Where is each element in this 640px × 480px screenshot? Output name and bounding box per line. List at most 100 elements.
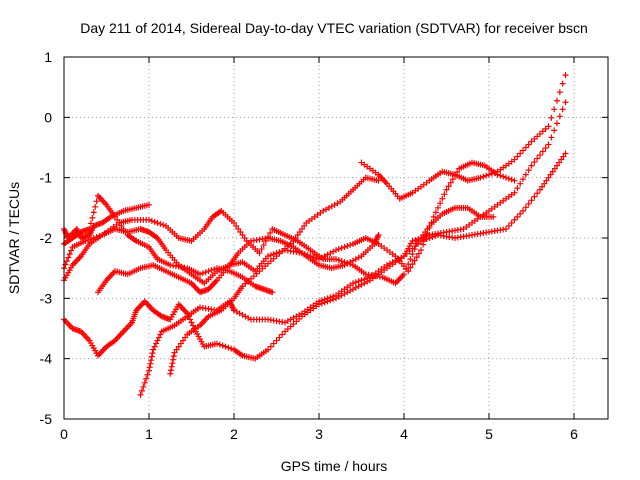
data-point-marker	[435, 204, 441, 211]
data-point-marker	[260, 242, 267, 249]
data-point-marker	[175, 343, 182, 350]
y-tick-label: -4	[40, 351, 53, 367]
data-point-marker	[149, 350, 156, 357]
data-point-marker	[562, 72, 569, 79]
data-point-marker	[517, 150, 524, 157]
data-point-marker	[235, 225, 242, 232]
data-point-marker	[318, 297, 325, 304]
data-point-marker	[441, 191, 448, 198]
y-tick-label: -3	[40, 290, 53, 306]
data-point-marker	[447, 179, 454, 186]
data-point-marker	[148, 357, 155, 364]
x-tick-label: 6	[570, 426, 578, 442]
series-1	[61, 150, 569, 362]
data-point-marker	[225, 344, 232, 351]
data-point-marker	[267, 252, 274, 259]
data-point-marker	[62, 261, 69, 268]
data-point-marker	[182, 334, 189, 341]
data-point-marker	[528, 162, 535, 169]
data-point-marker	[505, 222, 512, 229]
data-point-marker	[324, 295, 331, 302]
data-point-marker	[534, 190, 541, 197]
data-point-marker	[265, 253, 271, 260]
data-point-marker	[170, 356, 177, 363]
data-point-marker	[531, 159, 538, 166]
data-point-marker	[477, 174, 484, 181]
data-point-marker	[118, 222, 125, 229]
data-point-marker	[219, 342, 226, 349]
data-point-marker	[534, 155, 541, 162]
data-point-marker	[531, 193, 538, 200]
data-point-marker	[547, 171, 554, 178]
data-point-marker	[541, 180, 548, 187]
data-point-marker	[169, 360, 176, 367]
data-point-marker	[520, 176, 526, 183]
data-point-marker	[545, 141, 552, 148]
data-point-marker	[148, 217, 155, 224]
data-point-marker	[500, 173, 507, 180]
data-point-marker	[150, 346, 157, 353]
data-point-marker	[146, 201, 152, 208]
data-point-marker	[173, 346, 180, 353]
data-point-marker	[558, 156, 565, 163]
data-point-marker	[422, 236, 429, 243]
data-point-marker	[554, 120, 560, 127]
y-tick-label: -5	[40, 411, 53, 427]
data-point-marker	[256, 250, 263, 257]
data-point-marker	[430, 213, 437, 220]
data-point-marker	[490, 213, 497, 220]
data-point-marker	[301, 222, 308, 229]
data-point-marker	[449, 176, 456, 183]
data-point-marker	[170, 353, 177, 360]
x-tick-label: 4	[400, 426, 408, 442]
data-point-marker	[514, 185, 521, 192]
series-7	[95, 231, 382, 296]
data-point-marker	[554, 162, 560, 169]
data-point-marker	[222, 343, 229, 350]
data-point-marker	[554, 97, 560, 104]
data-point-marker	[503, 174, 509, 181]
data-points	[61, 72, 569, 398]
data-point-marker	[420, 231, 427, 238]
data-point-marker	[335, 246, 342, 253]
data-point-marker	[177, 340, 184, 347]
data-point-marker	[146, 364, 153, 371]
data-point-marker	[432, 209, 439, 216]
series-2	[137, 99, 569, 398]
data-point-marker	[413, 254, 420, 261]
data-point-marker	[562, 99, 569, 106]
data-point-marker	[422, 228, 429, 235]
data-point-marker	[338, 258, 345, 265]
series-6	[61, 204, 497, 287]
data-point-marker	[409, 238, 416, 245]
data-point-marker	[514, 213, 521, 220]
data-point-marker	[180, 337, 186, 344]
data-point-marker	[138, 387, 145, 394]
data-point-marker	[508, 219, 515, 226]
data-point-marker	[90, 235, 97, 241]
data-point-marker	[483, 172, 490, 179]
data-point-marker	[494, 171, 501, 178]
data-point-marker	[157, 220, 164, 227]
data-point-marker	[559, 106, 566, 113]
data-point-marker	[375, 177, 382, 184]
data-point-marker	[407, 256, 414, 263]
data-point-marker	[258, 246, 265, 253]
data-point-marker	[511, 156, 518, 163]
x-tick-label: 2	[230, 426, 238, 442]
data-point-marker	[65, 254, 72, 261]
axis-ticks: 0 1 2 3 4 5 6 -5 -4 -3 -2 -1 0 1	[40, 49, 608, 442]
data-point-marker	[90, 209, 97, 216]
data-point-marker	[316, 298, 322, 305]
chart-title: Day 211 of 2014, Sidereal Day-to-day VTE…	[80, 20, 588, 36]
data-point-marker	[273, 250, 280, 257]
data-point-marker	[503, 225, 509, 232]
data-point-marker	[443, 186, 450, 193]
y-tick-label: -1	[40, 170, 53, 186]
data-point-marker	[497, 172, 504, 179]
y-tick-label: 1	[44, 49, 52, 65]
data-point-marker	[87, 220, 94, 227]
data-point-marker	[137, 391, 144, 398]
data-point-marker	[276, 249, 283, 256]
